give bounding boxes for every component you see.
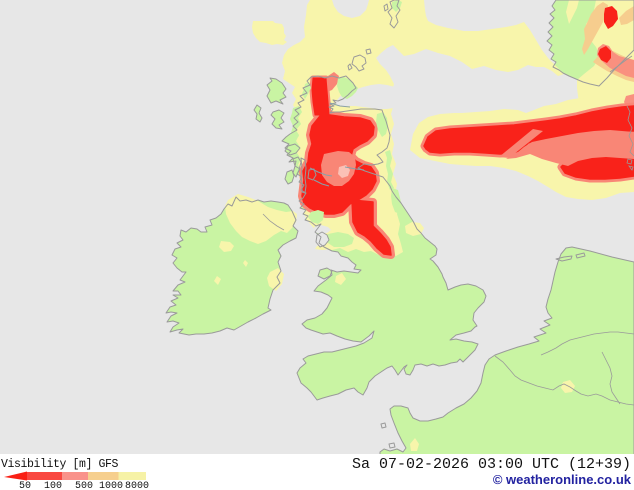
- svg-text:8000: 8000: [125, 481, 149, 490]
- svg-text:500: 500: [75, 481, 93, 490]
- svg-text:© weatheronline.co.uk: © weatheronline.co.uk: [493, 472, 632, 487]
- svg-text:Visibility [m] GFS: Visibility [m] GFS: [1, 458, 119, 471]
- svg-text:Sa 07-02-2026 03:00 UTC (12+39: Sa 07-02-2026 03:00 UTC (12+39): [352, 456, 631, 473]
- svg-text:50: 50: [19, 481, 31, 490]
- svg-text:100: 100: [44, 481, 62, 490]
- svg-text:1000: 1000: [99, 481, 123, 490]
